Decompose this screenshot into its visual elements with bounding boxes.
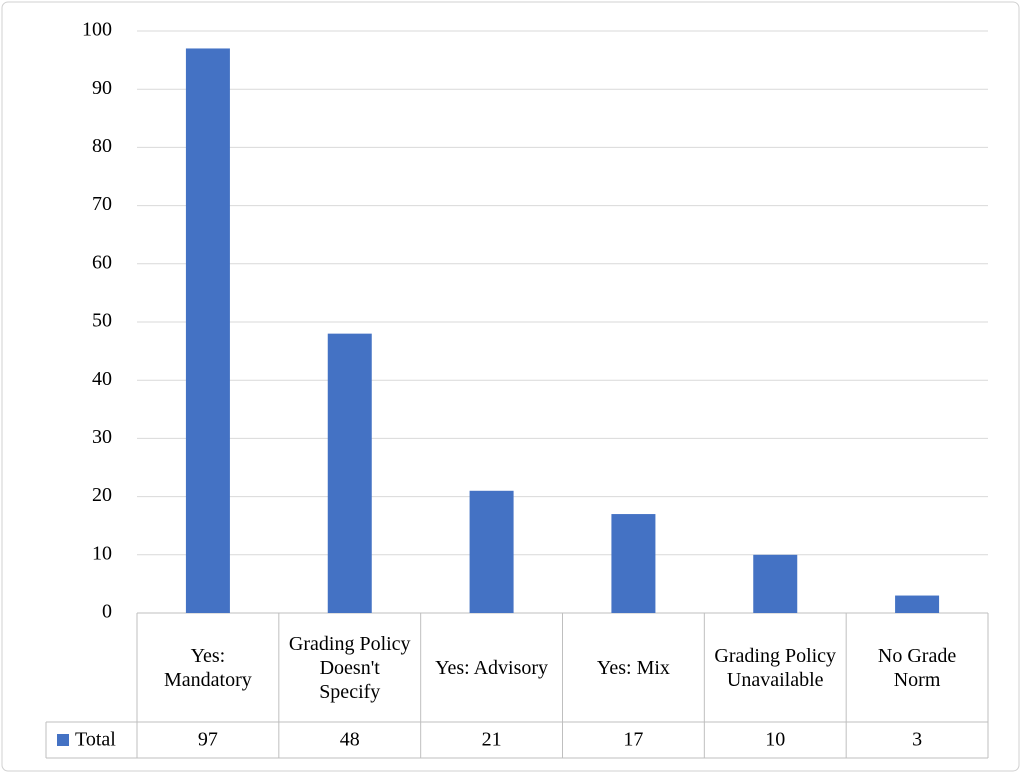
x-tick-label: Yes: Advisory (421, 613, 563, 722)
y-tick-label: 100 (82, 19, 112, 41)
data-table-value: 21 (482, 729, 502, 751)
x-tick-label: Yes: Mandatory (137, 613, 279, 722)
data-table-value: 3 (912, 729, 922, 751)
y-tick-label: 60 (92, 251, 112, 273)
y-tick-label: 30 (92, 426, 112, 448)
y-tick-label: 40 (92, 368, 112, 390)
category-text: No Grade Norm (877, 644, 957, 691)
bar (753, 554, 798, 613)
bar (611, 514, 656, 613)
data-table-value: 17 (623, 729, 643, 751)
category-text: Grading Policy Doesn't Specify (288, 632, 411, 703)
y-tick-label: 0 (102, 601, 112, 623)
category-text: Grading Policy Unavailable (714, 644, 837, 691)
category-text: Yes: Advisory (435, 656, 549, 679)
y-tick-label: 10 (92, 542, 112, 564)
legend-key (57, 734, 69, 746)
x-tick-label: No Grade Norm (846, 613, 988, 722)
bar (469, 490, 514, 613)
x-tick-label: Grading Policy Unavailable (704, 613, 846, 722)
bar (185, 48, 230, 613)
data-table-value: 48 (340, 729, 360, 751)
data-table-value: 97 (198, 729, 218, 751)
bar (895, 595, 940, 613)
x-tick-label: Grading Policy Doesn't Specify (279, 613, 421, 722)
y-tick-label: 50 (92, 310, 112, 332)
x-tick-label: Yes: Mix (563, 613, 705, 722)
bar (327, 333, 372, 613)
category-text: Yes: Mandatory (164, 644, 252, 691)
data-table-value: 10 (765, 729, 785, 751)
y-tick-label: 70 (92, 193, 112, 215)
y-tick-label: 90 (92, 77, 112, 99)
y-tick-label: 20 (92, 484, 112, 506)
y-tick-label: 80 (92, 135, 112, 157)
category-text: Yes: Mix (596, 656, 670, 679)
legend-label: Total (75, 729, 116, 751)
